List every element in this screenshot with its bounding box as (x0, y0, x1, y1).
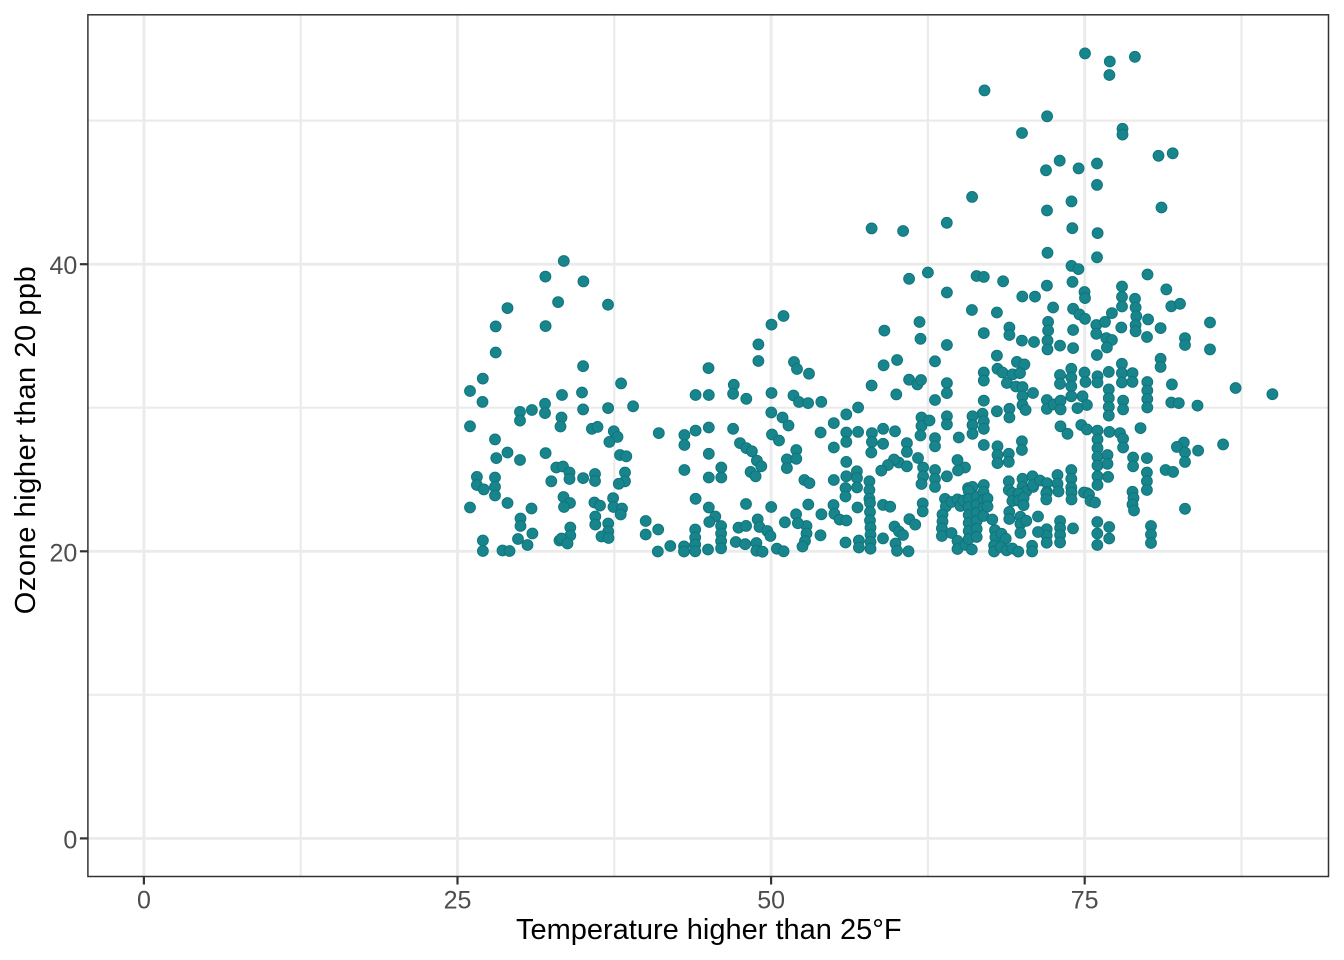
svg-text:20: 20 (49, 539, 77, 567)
svg-text:Ozone higher than 20 ppb: Ozone higher than 20 ppb (10, 266, 42, 615)
svg-text:25: 25 (444, 886, 472, 914)
svg-text:50: 50 (757, 886, 785, 914)
svg-text:0: 0 (63, 826, 77, 854)
svg-text:Temperature higher than 25°F: Temperature higher than 25°F (516, 914, 902, 946)
svg-text:40: 40 (49, 252, 77, 280)
svg-text:75: 75 (1071, 886, 1099, 914)
svg-text:0: 0 (137, 886, 151, 914)
